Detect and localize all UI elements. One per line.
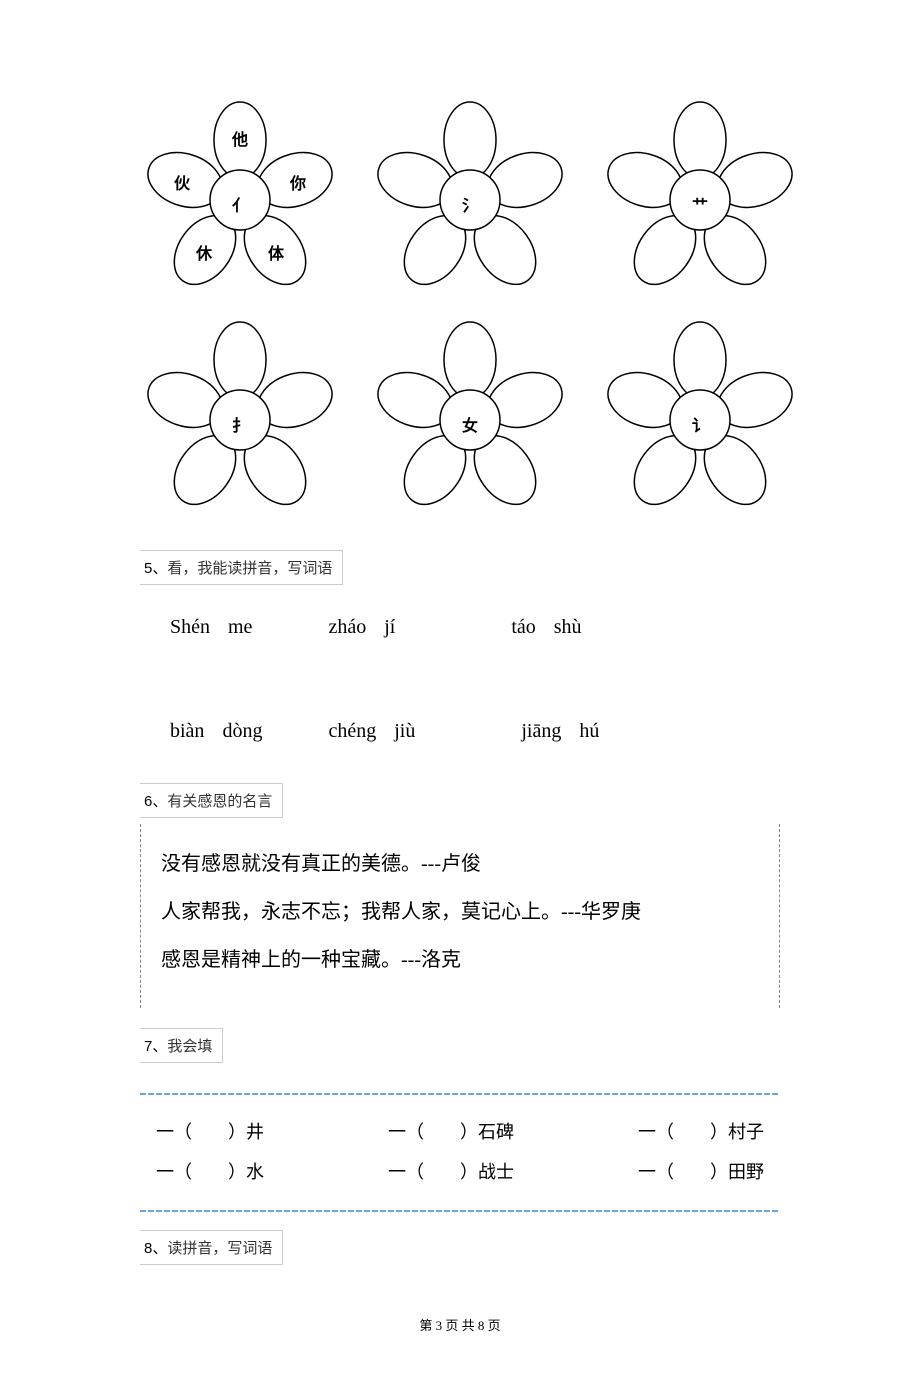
flower-1-3: 艹 bbox=[600, 100, 800, 300]
flowers-row-1: 亻 他 你 体 休 伙 氵 bbox=[140, 100, 780, 300]
section-5-num: 5、 bbox=[144, 560, 167, 577]
section-7-num: 7、 bbox=[144, 1038, 167, 1055]
flower-1-2: 氵 bbox=[370, 100, 570, 300]
pinyin-row-2: biàn dòng chéng jiù jiāng hú bbox=[170, 709, 750, 753]
pinyin: táo bbox=[511, 605, 535, 649]
pinyin: jiù bbox=[394, 709, 415, 753]
flower-center-text: 讠 bbox=[688, 412, 712, 436]
section-8-title: 读拼音，写词语 bbox=[167, 1241, 272, 1257]
pinyin-row-1: Shén me zháo jí táo shù bbox=[170, 605, 750, 649]
pinyin: dòng bbox=[222, 709, 262, 753]
fill-row-1: 一（ ）井 一（ ）石碑 一（ ）村子 bbox=[156, 1113, 764, 1153]
fill-item: 一（ ）井 bbox=[156, 1113, 264, 1153]
petal-br-text: 体 bbox=[264, 240, 288, 264]
flower-2-2: 女 bbox=[370, 320, 570, 520]
flower-2-3: 讠 bbox=[600, 320, 800, 520]
spacer bbox=[433, 709, 503, 753]
petal-bl-text: 休 bbox=[192, 240, 216, 264]
section-6-heading: 6、有关感恩的名言 bbox=[140, 783, 283, 818]
flower-center-text: 扌 bbox=[228, 412, 252, 436]
pinyin: zháo bbox=[328, 605, 366, 649]
section-5-title: 看，我能读拼音，写词语 bbox=[167, 561, 332, 577]
pinyin-block: Shén me zháo jí táo shù biàn dòng chéng … bbox=[140, 585, 780, 773]
worksheet-page: 亻 他 你 体 休 伙 氵 bbox=[0, 0, 920, 1374]
quotes-block: 没有感恩就没有真正的美德。---卢俊 人家帮我，永志不忘；我帮人家，莫记心上。-… bbox=[140, 824, 780, 1008]
flower-center-text: 氵 bbox=[458, 192, 482, 216]
quote-line: 没有感恩就没有真正的美德。---卢俊 bbox=[161, 840, 759, 888]
petal-tl-text: 伙 bbox=[170, 170, 194, 194]
spacer bbox=[280, 709, 310, 753]
spacer bbox=[270, 605, 310, 649]
pinyin: Shén bbox=[170, 605, 210, 649]
section-5-heading: 5、看，我能读拼音，写词语 bbox=[140, 550, 343, 585]
petal-top-text: 他 bbox=[228, 126, 252, 150]
fill-item: 一（ ）田野 bbox=[638, 1153, 764, 1193]
pinyin: chéng bbox=[328, 709, 376, 753]
quote-line: 感恩是精神上的一种宝藏。---洛克 bbox=[161, 936, 759, 984]
spacer bbox=[413, 605, 493, 649]
flower-center-text: 亻 bbox=[228, 192, 252, 216]
page-footer: 第 3 页 共 8 页 bbox=[140, 1315, 780, 1334]
section-8-num: 8、 bbox=[144, 1240, 167, 1257]
pinyin: jiāng bbox=[521, 709, 561, 753]
pinyin: hú bbox=[579, 709, 599, 753]
fill-row-2: 一（ ）水 一（ ）战士 一（ ）田野 bbox=[156, 1153, 764, 1193]
fill-item: 一（ ）村子 bbox=[638, 1113, 764, 1153]
fill-item: 一（ ）石碑 bbox=[388, 1113, 514, 1153]
fill-item: 一（ ）战士 bbox=[388, 1153, 514, 1193]
section-8-heading: 8、读拼音，写词语 bbox=[140, 1230, 283, 1265]
flower-1-1: 亻 他 你 体 休 伙 bbox=[140, 100, 340, 300]
section-6-num: 6、 bbox=[144, 793, 167, 810]
pinyin: biàn bbox=[170, 709, 204, 753]
pinyin: jí bbox=[384, 605, 395, 649]
petal-tr-text: 你 bbox=[286, 170, 310, 194]
fill-item: 一（ ）水 bbox=[156, 1153, 264, 1193]
pinyin: shù bbox=[554, 605, 582, 649]
pinyin: me bbox=[228, 605, 252, 649]
section-7-title: 我会填 bbox=[167, 1039, 212, 1055]
flower-center-text: 女 bbox=[458, 412, 482, 436]
flowers-row-2: 扌 女 bbox=[140, 320, 780, 520]
section-7-heading: 7、我会填 bbox=[140, 1028, 223, 1063]
flower-2-1: 扌 bbox=[140, 320, 340, 520]
fill-box: 一（ ）井 一（ ）石碑 一（ ）村子 一（ ）水 一（ ）战士 一（ ）田野 bbox=[140, 1093, 780, 1212]
quote-line: 人家帮我，永志不忘；我帮人家，莫记心上。---华罗庚 bbox=[161, 888, 759, 936]
flower-center-text: 艹 bbox=[688, 192, 712, 216]
section-6-title: 有关感恩的名言 bbox=[167, 794, 272, 810]
